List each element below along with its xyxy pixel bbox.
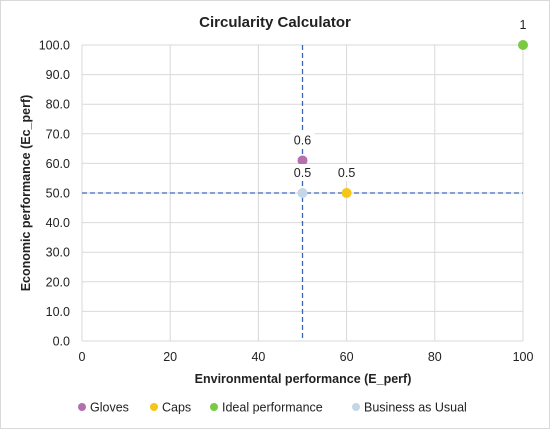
legend-label-caps: Caps — [162, 401, 191, 415]
y-tick-label: 0.0 — [53, 335, 70, 349]
legend-label-ideal-performance: Ideal performance — [222, 401, 323, 415]
legend-marker-caps — [150, 403, 158, 411]
data-label-gloves: 0.6 — [294, 133, 311, 147]
legend: Gloves Caps Ideal performance Business as U… — [78, 401, 467, 415]
data-label-background — [334, 164, 359, 181]
y-tick-label: 10.0 — [46, 305, 70, 319]
y-tick-label: 20.0 — [46, 275, 70, 289]
legend-marker-gloves — [78, 403, 86, 411]
x-tick-labels: 0 20 40 60 80 100 — [79, 350, 534, 364]
point-gloves — [297, 155, 308, 166]
legend-label-business-as-usual: Business as Usual — [364, 401, 467, 415]
x-tick-label: 20 — [163, 350, 177, 364]
y-tick-label: 30.0 — [46, 246, 70, 260]
x-tick-label: 40 — [251, 350, 265, 364]
y-tick-label: 50.0 — [46, 187, 70, 201]
x-tick-label: 0 — [79, 350, 86, 364]
x-tick-label: 80 — [428, 350, 442, 364]
data-label-business-as-usual: 0.5 — [294, 166, 311, 180]
y-tick-label: 40.0 — [46, 216, 70, 230]
data-label-background — [290, 131, 315, 149]
legend-label-gloves: Gloves — [90, 401, 129, 415]
legend-marker-ideal-performance — [210, 403, 218, 411]
x-tick-label: 100 — [513, 350, 534, 364]
point-business-as-usual — [297, 188, 308, 198]
y-tick-labels: 0.0 10.0 20.0 30.0 40.0 50.0 60.0 70.0 80.0 90.0 1… — [39, 39, 70, 349]
chart-title: Circularity Calculator — [199, 14, 351, 31]
y-tick-label: 60.0 — [46, 157, 70, 171]
legend-marker-business-as-usual — [352, 403, 360, 411]
y-tick-label: 100.0 — [39, 39, 70, 53]
y-tick-label: 80.0 — [46, 98, 70, 112]
data-label-ideal-performance: 1 — [520, 18, 527, 32]
data-label-caps: 0.5 — [338, 166, 355, 180]
y-axis-title: Economic performance (Ec_perf) — [19, 95, 33, 292]
data-labels: 0.6 0.5 1 0.5 — [290, 16, 535, 181]
x-tick-label: 60 — [340, 350, 354, 364]
point-ideal-performance — [518, 40, 528, 50]
x-axis-title: Environmental performance (E_perf) — [195, 372, 412, 386]
y-tick-label: 70.0 — [46, 127, 70, 141]
point-caps — [341, 188, 352, 198]
data-label-background — [290, 164, 315, 181]
y-tick-label: 90.0 — [46, 68, 70, 82]
data-label-background — [511, 16, 535, 33]
data-points — [297, 40, 528, 198]
